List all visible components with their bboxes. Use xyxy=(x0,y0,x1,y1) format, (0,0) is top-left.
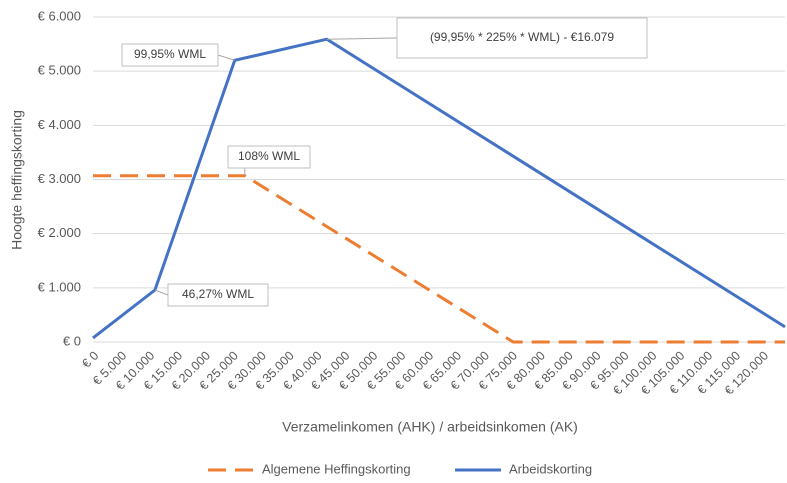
annotation-leader xyxy=(217,54,235,61)
annotation-text: 108% WML xyxy=(238,149,300,163)
legend-item: Algemene Heffingskorting xyxy=(208,461,411,476)
x-axis-title: Verzamelinkomen (AHK) / arbeidsinkomen (… xyxy=(282,419,578,435)
annotation-text: 99,95% WML xyxy=(134,47,206,61)
annotation-box xyxy=(396,17,648,59)
legend-item: Arbeidskorting xyxy=(455,461,592,476)
annotation-box xyxy=(227,145,311,169)
y-tick-label: € 4.000 xyxy=(38,117,81,132)
line-series xyxy=(93,174,785,344)
annotation-box xyxy=(167,283,269,307)
y-tick-label: € 2.000 xyxy=(38,225,81,240)
legend-label: Algemene Heffingskorting xyxy=(262,461,411,476)
y-tick-label: € 0 xyxy=(63,333,81,348)
y-tick-label: € 1.000 xyxy=(38,279,81,294)
legend-label: Arbeidskorting xyxy=(509,461,592,476)
y-axis-title: Hoogte heffingskorting xyxy=(9,110,25,250)
y-tick-label: € 6.000 xyxy=(38,8,81,23)
annotation-text: (99,95% * 225% * WML) - €16.079 xyxy=(430,30,614,44)
x-tick-label: € 0 xyxy=(79,349,101,371)
y-tick-label: € 5.000 xyxy=(38,63,81,78)
annotation-leader xyxy=(154,289,169,296)
annotation-text: 46,27% WML xyxy=(182,287,254,301)
annotation-leader xyxy=(326,37,398,40)
annotation-box xyxy=(121,43,219,67)
y-tick-label: € 3.000 xyxy=(38,171,81,186)
